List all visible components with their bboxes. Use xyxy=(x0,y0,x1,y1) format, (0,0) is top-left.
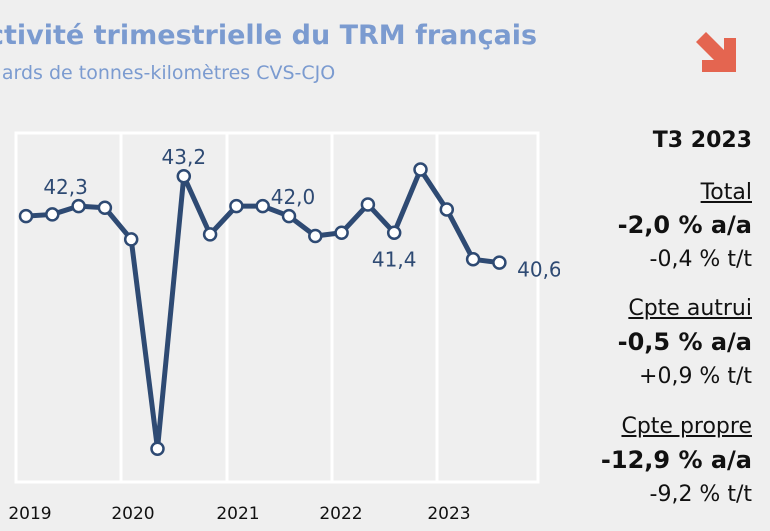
plot-frame xyxy=(14,131,540,484)
summary-total-qoq: -0,4 % t/t xyxy=(649,247,752,272)
data-point xyxy=(281,208,297,224)
data-point xyxy=(439,202,455,217)
x-tick-label: 2019 xyxy=(8,504,51,524)
data-point xyxy=(465,252,481,267)
data-point xyxy=(123,232,139,247)
data-point xyxy=(45,207,60,222)
data-point xyxy=(360,197,376,212)
summary-total-label: Total xyxy=(700,180,752,205)
data-point xyxy=(97,200,113,216)
summary-propre-qoq: -9,2 % t/t xyxy=(649,482,752,507)
line-chart: 2019 2020 2021 2022 2023 42,3 43,2 42,0 41,4 40,6 xyxy=(8,131,560,524)
summary-propre-yoy: -12,9 % a/a xyxy=(600,446,752,474)
arrow-down-right-icon xyxy=(696,32,736,72)
summary-autrui-qoq: +0,9 % t/t xyxy=(639,364,752,389)
data-label: 41,4 xyxy=(372,248,417,272)
data-point xyxy=(18,208,34,224)
data-point xyxy=(229,198,244,214)
summary-total-yoy: -2,0 % a/a xyxy=(617,211,752,239)
chart-subtitle: lliards de tonnes-kilomètres CVS-CJO xyxy=(0,62,336,84)
data-point xyxy=(150,441,165,457)
data-label: 42,0 xyxy=(271,185,316,209)
summary-propre-label: Cpte propre xyxy=(621,414,752,439)
summary-autrui-yoy: -0,5 % a/a xyxy=(617,328,752,356)
data-label: 40,6 xyxy=(517,258,560,282)
data-point xyxy=(202,227,218,242)
data-point xyxy=(71,198,86,214)
x-tick-label: 2021 xyxy=(216,504,259,524)
data-point xyxy=(308,228,323,244)
data-point xyxy=(386,225,402,240)
chart-title: ctivité trimestrielle du TRM français xyxy=(0,20,538,51)
x-tick-label: 2022 xyxy=(319,504,362,524)
summary-period: T3 2023 xyxy=(652,128,752,153)
x-tick-label: 2020 xyxy=(111,504,154,524)
data-label: 42,3 xyxy=(43,175,88,199)
data-label: 43,2 xyxy=(162,145,207,169)
data-point xyxy=(492,255,507,270)
x-tick-label: 2023 xyxy=(427,504,470,524)
data-point xyxy=(334,225,349,240)
summary-autrui-label: Cpte autrui xyxy=(628,296,752,321)
data-point xyxy=(413,162,428,177)
data-point xyxy=(176,168,192,184)
data-point xyxy=(255,198,270,214)
